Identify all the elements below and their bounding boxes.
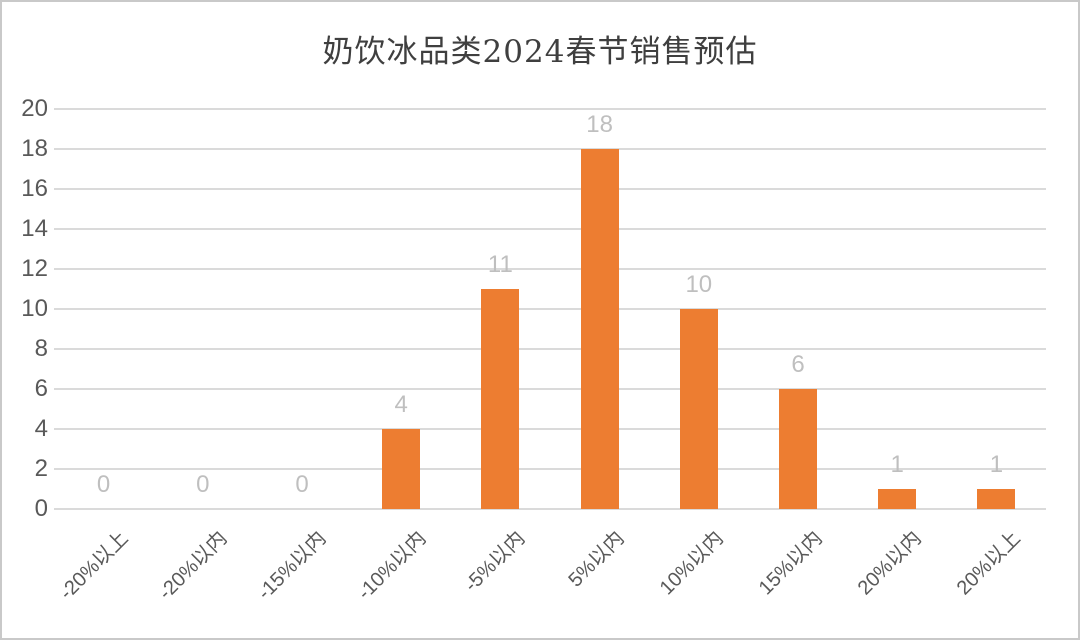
gridline (54, 268, 1046, 270)
y-tick-label: 2 (34, 455, 48, 482)
plot-area: 0 0 0 4 11 18 10 6 1 1 (54, 108, 1046, 510)
bar-value-label: 0 (96, 470, 111, 498)
bar (779, 389, 817, 509)
y-tick-label: 16 (21, 175, 48, 202)
y-tick-label: 4 (34, 415, 48, 442)
x-tick-label: 10%以内 (655, 527, 728, 600)
y-tick-label: 6 (34, 375, 48, 402)
bar (481, 289, 520, 509)
bar-value-label: 10 (685, 270, 713, 298)
x-tick-label: 20%以内 (853, 527, 927, 600)
bar (977, 489, 1016, 509)
gridline (54, 188, 1046, 190)
bar-value-label: 1 (890, 450, 904, 478)
x-tick-label: 15%以内 (754, 527, 827, 600)
gridline (54, 388, 1046, 390)
bar-value-label: 18 (586, 110, 613, 138)
bar-value-label: 11 (487, 250, 513, 278)
y-tick-label: 14 (21, 215, 48, 242)
chart-title: 奶饮冰品类2024春节销售预估 (322, 34, 758, 70)
y-tick-label: 0 (34, 495, 48, 522)
gridline (54, 468, 1046, 470)
bar-value-label: 4 (394, 390, 408, 418)
x-tick-label: 5%以内 (564, 527, 629, 592)
bar-value-label: 6 (791, 350, 805, 378)
gridline (54, 348, 1046, 350)
gridline (54, 508, 1046, 510)
y-tick-label: 20 (21, 95, 48, 122)
y-tick-label: 8 (34, 335, 48, 362)
bar-value-label: 1 (989, 450, 1004, 478)
gridline (54, 108, 1046, 110)
gridline (54, 228, 1046, 230)
x-tick-label: -10%以内 (353, 527, 431, 605)
bar (382, 429, 421, 509)
gridline (54, 428, 1046, 430)
x-tick-label: -20%以上 (55, 527, 133, 605)
y-tick-label: 18 (21, 135, 48, 162)
bar-value-label: 0 (295, 470, 309, 498)
bar (878, 489, 917, 509)
bar (580, 149, 619, 509)
gridline (54, 148, 1046, 150)
x-tick-label: 20%以上 (953, 527, 1026, 600)
gridline (54, 308, 1046, 310)
x-tick-label: -5%以内 (460, 527, 530, 597)
x-tick-label: -15%以内 (253, 527, 331, 605)
bar-value-label: 0 (196, 470, 210, 498)
x-tick-label: -20%以内 (154, 527, 232, 605)
y-tick-label: 10 (21, 295, 48, 322)
y-tick-label: 12 (21, 255, 48, 282)
bar (679, 309, 718, 509)
